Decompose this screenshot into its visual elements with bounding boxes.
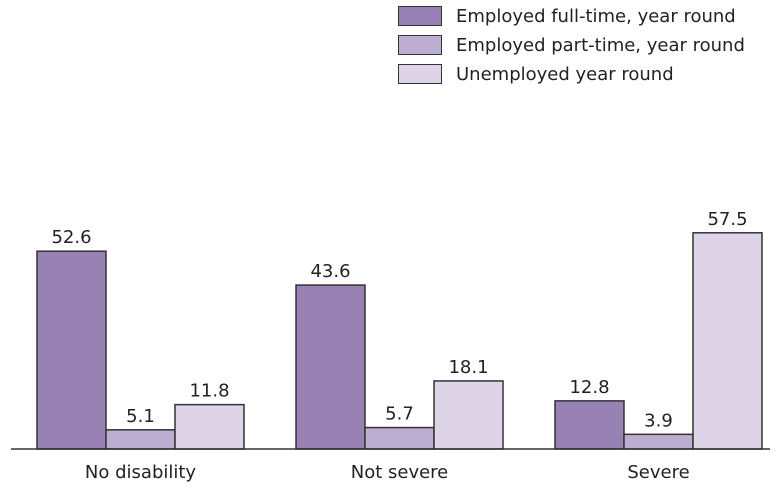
legend-swatch-part-time: [398, 35, 442, 55]
x-tick-label-severe: Severe: [627, 462, 689, 483]
data-label-no-disability-full-time: 52.6: [51, 227, 91, 248]
chart-legend: Employed full-time, year round Employed …: [398, 4, 745, 91]
bar-no-disability-unemployed: [174, 403, 245, 450]
data-label-no-disability-part-time: 5.1: [126, 406, 155, 427]
bar-not-severe-unemployed: [433, 380, 504, 450]
data-label-severe-part-time: 3.9: [644, 410, 673, 431]
data-label-not-severe-unemployed: 18.1: [448, 357, 488, 378]
bar-severe-part-time: [623, 433, 694, 450]
x-tick-label-not-severe: Not severe: [351, 462, 449, 483]
legend-item-part-time: Employed part-time, year round: [398, 33, 745, 57]
bar-severe-unemployed: [692, 232, 763, 450]
bar-no-disability-full-time: [36, 250, 107, 450]
data-label-not-severe-full-time: 43.6: [310, 261, 350, 282]
data-label-severe-unemployed: 57.5: [707, 209, 747, 230]
legend-label-part-time: Employed part-time, year round: [456, 34, 745, 56]
bar-severe-full-time: [554, 400, 625, 450]
legend-swatch-full-time: [398, 6, 442, 26]
legend-item-unemployed: Unemployed year round: [398, 62, 745, 86]
legend-label-full-time: Employed full-time, year round: [456, 5, 736, 27]
data-label-severe-full-time: 12.8: [569, 377, 609, 398]
data-label-no-disability-unemployed: 11.8: [189, 381, 229, 402]
bar-no-disability-part-time: [105, 429, 176, 450]
legend-swatch-unemployed: [398, 64, 442, 84]
legend-item-full-time: Employed full-time, year round: [398, 4, 745, 28]
bar-not-severe-part-time: [364, 426, 435, 450]
x-tick-label-no-disability: No disability: [85, 462, 197, 483]
bar-not-severe-full-time: [295, 284, 366, 450]
data-label-not-severe-part-time: 5.7: [385, 404, 414, 425]
legend-label-unemployed: Unemployed year round: [456, 63, 674, 85]
